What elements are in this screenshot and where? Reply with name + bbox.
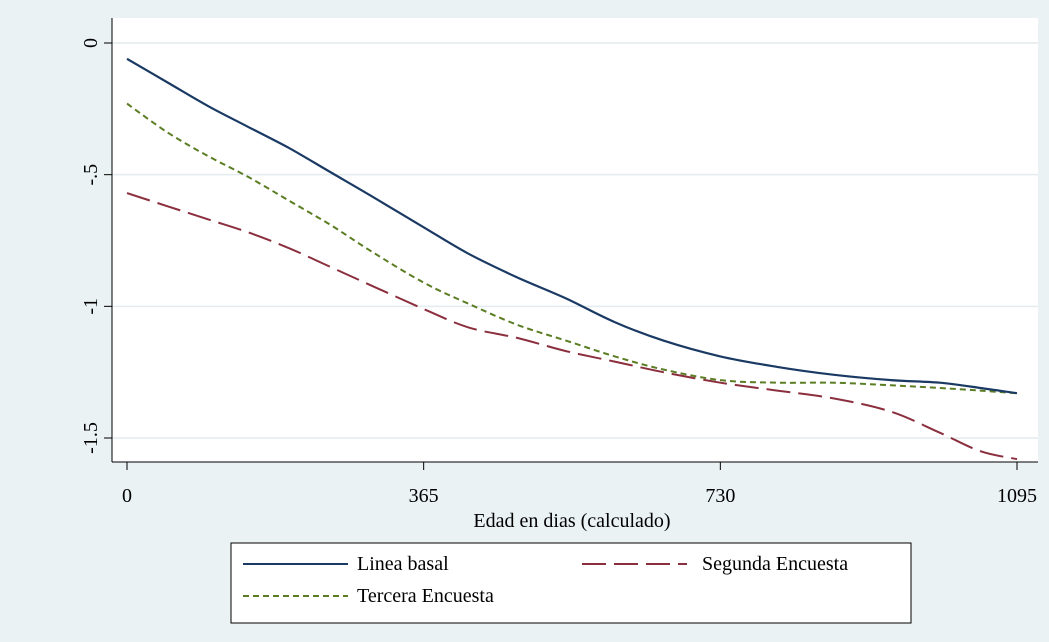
series-layer [126, 57, 1018, 461]
x-tick-label-3: 1095 [997, 485, 1037, 507]
legend-label-1: Segunda Encuesta [702, 553, 848, 575]
legend: Linea basal Segunda Encuesta Tercera Encue… [230, 542, 912, 624]
x-tick-label-0: 0 [122, 485, 132, 507]
series-line-2 [126, 102, 1018, 395]
series-line-0 [126, 57, 1018, 395]
plot-area [112, 18, 1038, 462]
x-axis-title: Edad en dias (calculado) [473, 510, 670, 532]
x-tick-label-2: 730 [705, 485, 735, 507]
y-tick-label-1: -.5 [80, 164, 102, 186]
x-tick-label-1: 365 [409, 485, 439, 507]
legend-label-0: Linea basal [357, 553, 449, 575]
y-tick-label-0: 0 [80, 38, 102, 48]
series-line-1 [126, 192, 1018, 461]
y-tick-label-3: -1.5 [80, 422, 102, 454]
grid-lines [112, 42, 1038, 439]
legend-label-2: Tercera Encuesta [357, 585, 494, 607]
y-tick-label-2: -1 [80, 298, 102, 315]
axes: 0 -.5 -1 -1.5 0 365 730 1095 [80, 18, 1038, 507]
legend-box [230, 542, 912, 624]
